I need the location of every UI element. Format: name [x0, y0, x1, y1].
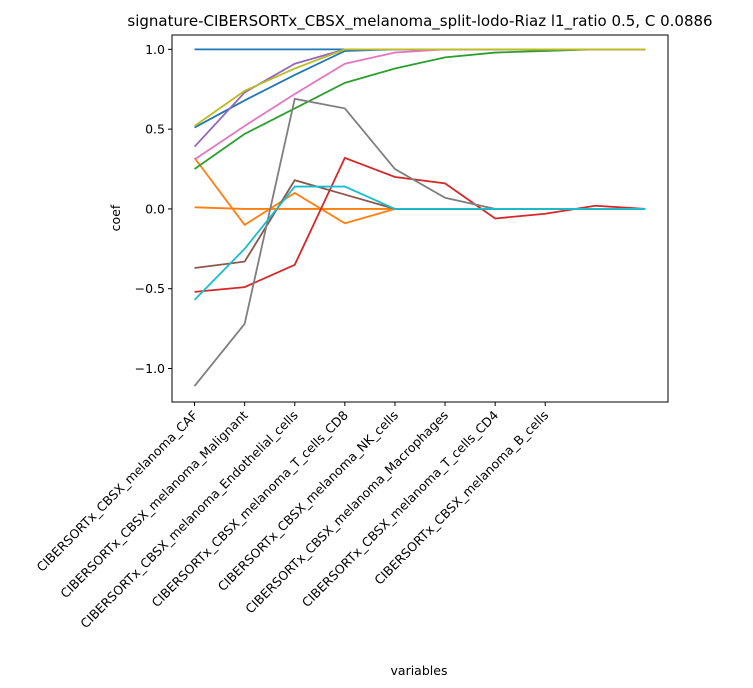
- chart-title: signature-CIBERSORTx_CBSX_melanoma_split…: [127, 12, 712, 31]
- x-tick-label: CIBERSORTx_CBSX_melanoma_Malignant: [57, 407, 251, 601]
- x-tick-label: CIBERSORTx_CBSX_melanoma_NK_cells: [215, 408, 401, 594]
- series-line: [193, 157, 646, 227]
- y-tick-label: 0.0: [145, 201, 165, 216]
- x-axis-label: variables: [391, 663, 448, 678]
- y-tick-label: 1.0: [145, 42, 165, 57]
- series-line: [193, 185, 646, 301]
- series-line: [194, 48, 646, 170]
- y-tick-label: −0.5: [135, 281, 165, 296]
- series-line: [193, 97, 646, 387]
- series-line: [194, 48, 646, 127]
- y-tick-label: 0.5: [145, 122, 165, 137]
- series-line: [193, 48, 646, 148]
- series-line: [194, 179, 646, 269]
- x-tick-label: CIBERSORTx_CBSX_melanoma_B_cells: [371, 408, 551, 588]
- y-axis-label: coef: [108, 204, 123, 231]
- plot-area: [171, 34, 669, 403]
- y-tick-label: −1.0: [135, 361, 165, 376]
- series-line: [194, 156, 646, 293]
- series-line: [194, 48, 646, 161]
